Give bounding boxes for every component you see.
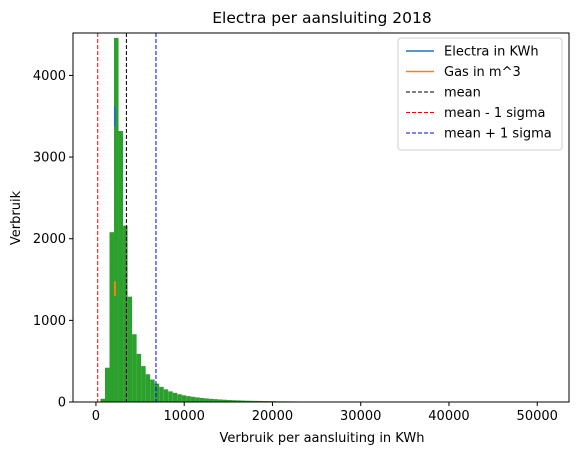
histogram-bar [114, 37, 119, 403]
histogram-bar [154, 383, 160, 402]
histogram-bar [159, 386, 164, 402]
histogram-bar [213, 399, 218, 402]
histogram-bar [254, 400, 259, 402]
histogram-bar [163, 389, 169, 402]
histogram-bar [217, 399, 223, 402]
histogram-bar [190, 396, 196, 402]
histogram-bar [145, 374, 151, 402]
histogram-bar [109, 232, 115, 402]
legend: Electra in KWh Gas in m^3 mean mean - 1 sig… [397, 37, 563, 151]
histogram-bar [208, 398, 214, 402]
series-lines [97, 33, 157, 402]
histogram-bar [249, 400, 255, 402]
chart-title: Electra per aansluiting 2018 [212, 9, 431, 27]
x-axis: 0 10000 20000 30000 40000 50000 [92, 402, 558, 424]
x-tick-label: 30000 [340, 409, 381, 424]
y-tick-label: 3000 [33, 151, 66, 166]
histogram-bar [104, 367, 110, 402]
y-tick-label: 2000 [33, 232, 66, 247]
y-tick-label: 0 [58, 396, 66, 411]
histogram-bar [199, 397, 205, 402]
legend-label: Electra in KWh [444, 45, 539, 60]
histogram-bar [168, 391, 173, 402]
histogram-bar [150, 379, 155, 402]
histogram-bar [132, 334, 137, 402]
y-tick-label: 4000 [33, 69, 66, 84]
histogram-bar [177, 394, 182, 402]
x-axis-label: Verbruik per aansluiting in KWh [220, 431, 425, 446]
histogram-bar [123, 225, 128, 402]
y-axis-label: Verbruik [9, 190, 24, 245]
histogram-bar [204, 398, 209, 402]
y-tick-label: 1000 [33, 314, 66, 329]
histogram-bar [136, 353, 142, 402]
histogram-bar [181, 395, 187, 402]
histogram-bar [231, 400, 237, 402]
x-tick-label: 20000 [252, 409, 293, 424]
x-tick-label: 40000 [428, 409, 469, 424]
histogram-bar [141, 366, 146, 402]
legend-label: mean + 1 sigma [444, 127, 552, 142]
histogram-bar [118, 130, 124, 402]
y-axis: 0 1000 2000 3000 4000 [33, 69, 73, 411]
histogram-bar [236, 400, 241, 402]
legend-box [397, 37, 563, 151]
histogram-bar [245, 400, 250, 402]
x-tick-label: 10000 [164, 409, 205, 424]
histogram-bar [226, 399, 232, 402]
x-tick-label: 50000 [517, 409, 558, 424]
histogram-bar [240, 400, 246, 402]
histogram-bar [100, 398, 105, 402]
histogram-bar [186, 396, 191, 402]
legend-label: mean - 1 sigma [444, 106, 546, 121]
x-tick-label: 0 [92, 409, 100, 424]
histogram-bar [127, 296, 133, 402]
histogram-bar [258, 400, 264, 402]
histogram-bar [222, 399, 227, 402]
legend-label: mean [444, 86, 481, 101]
histogram-bar [195, 397, 200, 402]
histogram-bar [172, 392, 178, 402]
plot-frame [72, 32, 570, 403]
legend-label: Gas in m^3 [444, 65, 521, 80]
